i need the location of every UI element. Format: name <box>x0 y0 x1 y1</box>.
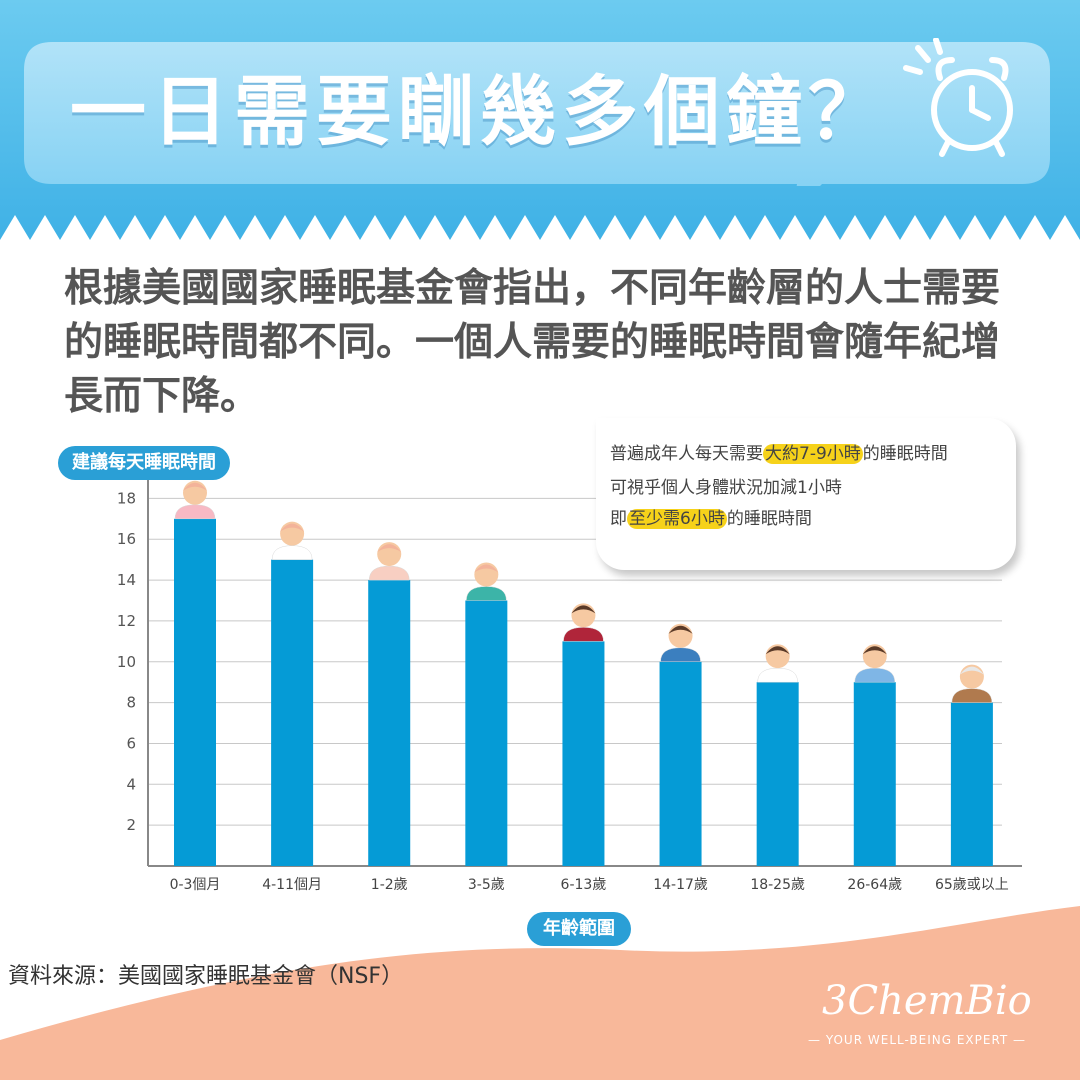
bar-6-13歲 <box>562 641 605 866</box>
callout-line-2: 可視乎個人身體狀況加減1小時 <box>610 478 842 498</box>
x-category-label: 26-64歲 <box>847 877 902 893</box>
elder-icon <box>951 664 993 703</box>
callout-line-3-suffix: 的睡眠時間 <box>726 509 812 529</box>
y-tick-label: 12 <box>117 612 136 630</box>
y-tick-label: 8 <box>126 694 136 712</box>
baby-icon <box>271 521 313 560</box>
y-tick-label: 14 <box>117 571 136 589</box>
x-category-label: 6-13歲 <box>561 877 607 893</box>
bar-65歲或以上 <box>950 702 993 866</box>
bar-0-3個月 <box>174 518 216 866</box>
young-adult-icon <box>757 644 798 683</box>
bar-1-2歲 <box>368 580 411 866</box>
bar-4-11個月 <box>271 559 314 866</box>
intro-paragraph: 根據美國國家睡眠基金會指出，不同年齡層的人士需要的睡眠時間都不同。一個人需要的睡… <box>64 266 1001 419</box>
callout-line-1-suffix: 的睡眠時間 <box>862 444 948 464</box>
x-category-label: 14-17歲 <box>653 877 708 893</box>
x-category-label: 65歲或以上 <box>935 877 1009 893</box>
bar-18-25歲 <box>756 682 799 866</box>
bar-14-17歲 <box>659 661 702 866</box>
data-source: 資料來源：美國國家睡眠基金會（NSF） <box>8 964 404 989</box>
callout-line-3-prefix: 即 <box>610 509 627 529</box>
adult-sleep-callout: 普遍成年人每天需要 大約7-9小時 的睡眠時間 可視乎個人身體狀況加減1小時 即至少… <box>596 418 1016 570</box>
y-tick-label: 2 <box>126 816 136 834</box>
page-title: 一日需要瞓幾多個鐘？ <box>70 67 890 156</box>
bar-3-5歲 <box>465 600 508 866</box>
y-tick-label: 16 <box>117 530 136 548</box>
x-category-label: 0-3個月 <box>170 877 221 893</box>
brand-tagline: — YOUR WELL-BEING EXPERT — <box>808 1033 1027 1047</box>
y-tick-label: 6 <box>126 734 136 752</box>
footer-wave <box>0 906 1080 1080</box>
y-tick-label: 10 <box>117 653 136 671</box>
y-tick-label: 4 <box>126 775 136 793</box>
x-axis-title: 年齡範圍 <box>527 912 631 946</box>
bar-26-64歲 <box>853 682 896 866</box>
newborn-icon <box>174 480 216 520</box>
toddler-icon <box>368 542 410 581</box>
callout-line-1: 普遍成年人每天需要 大約7-9小時 的睡眠時間 <box>610 440 948 468</box>
x-category-label: 1-2歲 <box>371 877 408 893</box>
x-category-label: 18-25歲 <box>750 877 805 893</box>
boy-icon <box>563 603 604 642</box>
callout-line-3: 即至少需6小時 的睡眠時間 <box>610 505 812 533</box>
callout-highlight-6-hours: 至少需6小時 <box>627 509 727 529</box>
alarm-clock-icon <box>903 38 1013 157</box>
child-blocks-icon <box>466 562 507 601</box>
callout-highlight-7-9-hours: 大約7-9小時 <box>763 444 863 464</box>
x-category-label: 3-5歲 <box>468 877 505 893</box>
adult-icon <box>854 644 896 683</box>
callout-line-1-prefix: 普遍成年人每天需要 <box>610 444 763 464</box>
y-axis-title: 建議每天睡眠時間 <box>58 446 230 480</box>
x-category-label: 4-11個月 <box>262 877 322 893</box>
title-speech-bubble <box>24 42 1050 186</box>
brand-logo: 3ChemBio <box>822 978 1032 1024</box>
y-tick-label: 18 <box>117 489 136 507</box>
teen-icon <box>660 623 701 663</box>
